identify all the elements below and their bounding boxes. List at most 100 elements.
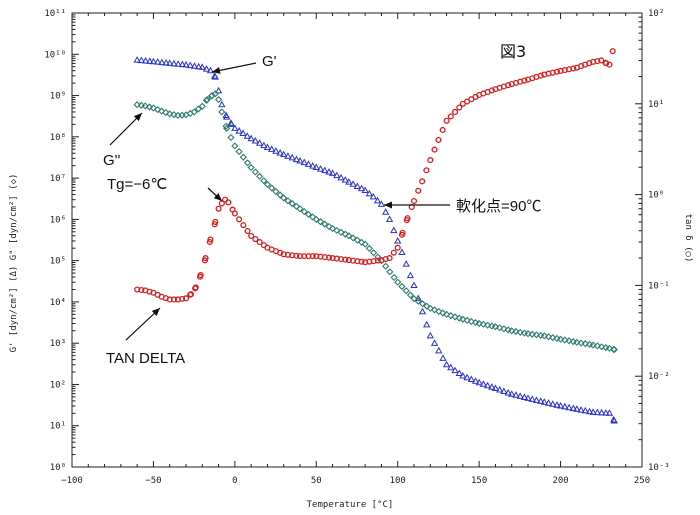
g-prime-point bbox=[479, 380, 488, 387]
g-double-prime-point bbox=[565, 337, 573, 345]
g-double-prime-point bbox=[268, 184, 276, 192]
g-prime-point bbox=[524, 394, 532, 401]
g-double-prime-point bbox=[337, 228, 345, 236]
g-double-prime-point bbox=[203, 95, 211, 104]
g-double-prime-point bbox=[508, 327, 516, 335]
g-double-prime-point bbox=[471, 318, 480, 327]
g-double-prime-point bbox=[549, 334, 557, 342]
g-double-prime-point bbox=[235, 148, 243, 156]
g-prime-point bbox=[292, 155, 301, 163]
g-prime-point bbox=[178, 60, 187, 68]
g-prime-point bbox=[231, 124, 239, 131]
y-left-axis-title: G' [dyn/cm²] (Δ) G" [dyn/cm²] (◇) bbox=[9, 174, 19, 353]
tan-delta-point bbox=[609, 48, 616, 55]
g-prime-point bbox=[447, 363, 455, 371]
g-prime-point bbox=[214, 86, 223, 94]
tan-delta-point bbox=[325, 254, 333, 261]
g-prime-point bbox=[418, 307, 427, 315]
g-prime-point bbox=[182, 60, 190, 68]
g-double-prime-point bbox=[162, 108, 170, 117]
x-tick-label: 50 bbox=[311, 476, 322, 486]
g-double-prime-point bbox=[406, 291, 414, 299]
g-prime-point bbox=[190, 62, 199, 69]
g-prime-point bbox=[561, 402, 569, 410]
tan-delta-point bbox=[212, 218, 219, 225]
g-prime-point bbox=[218, 100, 226, 108]
g-double-prime-point bbox=[398, 282, 406, 291]
g-prime-point bbox=[133, 56, 141, 63]
g-prime-point bbox=[353, 182, 361, 189]
g-prime-point bbox=[137, 56, 146, 64]
tan-delta-point bbox=[187, 291, 194, 298]
g-double-prime-point bbox=[374, 253, 382, 261]
g-double-prime-point bbox=[610, 345, 618, 354]
g-prime-point bbox=[593, 408, 602, 416]
g-prime-point bbox=[377, 200, 386, 207]
tan-delta-point bbox=[374, 257, 381, 264]
g-prime-point bbox=[166, 59, 174, 66]
y-right-axis-title: tan δ (○) bbox=[683, 214, 693, 263]
g-prime-point bbox=[300, 158, 308, 166]
g-prime-point bbox=[565, 403, 573, 411]
g-prime-point bbox=[426, 331, 434, 339]
g-prime-point bbox=[288, 153, 296, 161]
y-left-tick-label: 10⁴ bbox=[50, 298, 66, 308]
g-prime-point bbox=[263, 143, 272, 151]
g-double-prime-point bbox=[447, 312, 455, 320]
y-left-tick-label: 10¹ bbox=[50, 422, 66, 432]
y-right-tick-label: 10⁻³ bbox=[648, 463, 670, 473]
g-double-prime-point bbox=[516, 328, 524, 336]
x-tick-label: 150 bbox=[471, 476, 487, 486]
tan-delta-point bbox=[244, 227, 251, 235]
tan-delta-point bbox=[382, 255, 389, 263]
g-prime-point bbox=[369, 192, 377, 200]
g-double-prime-point bbox=[581, 340, 589, 348]
tan-delta-point bbox=[236, 216, 243, 223]
g-double-prime-point bbox=[256, 172, 264, 180]
g-prime-point bbox=[442, 360, 451, 368]
g-prime-point bbox=[223, 113, 231, 120]
g-prime-point bbox=[268, 145, 276, 152]
g-prime-point bbox=[170, 59, 178, 67]
g-prime-point bbox=[206, 66, 215, 74]
tan-delta-point bbox=[537, 72, 544, 79]
g-double-prime-point bbox=[149, 104, 158, 112]
g-prime-point bbox=[435, 346, 443, 354]
g-prime-point bbox=[255, 139, 264, 146]
tan-delta-point bbox=[505, 82, 512, 89]
g-double-prime-point bbox=[544, 333, 553, 341]
y-left-tick-label: 10¹¹ bbox=[44, 9, 66, 19]
tan-delta-point bbox=[415, 187, 422, 194]
g-double-prime-point bbox=[280, 194, 288, 202]
x-axis-title: Temperature [°C] bbox=[307, 500, 394, 510]
tan-delta-point bbox=[207, 236, 214, 243]
g-prime-point bbox=[528, 395, 536, 402]
g-prime-point bbox=[385, 215, 394, 222]
g-prime-point bbox=[483, 381, 492, 389]
g-prime-point bbox=[455, 369, 463, 377]
g-double-prime-point bbox=[589, 341, 597, 349]
y-left-tick-label: 10⁰ bbox=[50, 463, 66, 473]
g-prime-point bbox=[272, 147, 280, 154]
g-prime-point bbox=[589, 408, 597, 415]
g-double-prime-point bbox=[491, 323, 500, 331]
y-left-tick-label: 10⁹ bbox=[50, 92, 66, 102]
g-prime-point bbox=[284, 152, 292, 159]
g-double-prime-point bbox=[418, 300, 427, 308]
g-prime-point bbox=[141, 56, 150, 64]
g-prime-point bbox=[471, 377, 480, 384]
tan-delta-point bbox=[394, 244, 401, 251]
g-prime-point bbox=[585, 407, 594, 415]
g-double-prime-point bbox=[605, 344, 614, 352]
g-double-prime-point bbox=[577, 339, 585, 347]
g-prime-point bbox=[357, 184, 366, 192]
g-prime-point bbox=[406, 271, 415, 279]
g-double-prime-point bbox=[593, 342, 601, 350]
g-double-prime-point bbox=[260, 177, 268, 185]
g-prime-point bbox=[439, 354, 447, 361]
g-double-prime-point bbox=[390, 273, 398, 282]
g-prime-point bbox=[337, 173, 345, 181]
g-double-prime-point bbox=[231, 142, 239, 150]
annotation-tan-delta: TAN DELTA bbox=[106, 350, 185, 367]
g-double-prime-point bbox=[194, 105, 202, 113]
